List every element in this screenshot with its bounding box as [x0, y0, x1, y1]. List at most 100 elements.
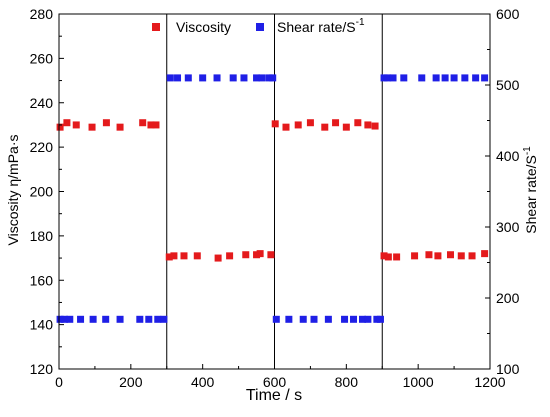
x-tick-label: 400 — [191, 374, 215, 390]
viscosity-point — [63, 119, 71, 127]
viscosity-point — [282, 123, 290, 131]
viscosity-point — [425, 251, 433, 259]
y-axis-label-right-text: Shear rate/S — [523, 155, 539, 234]
viscosity-point — [457, 252, 465, 260]
y-right-tick-label: 200 — [496, 290, 520, 306]
y-right-tick-label: 600 — [496, 6, 520, 22]
legend-marker-shear-rate — [256, 23, 264, 31]
shear-rate-point — [145, 315, 153, 323]
legend: Viscosity Shear rate/S-1 — [152, 17, 365, 35]
shear-rate-point — [272, 315, 280, 323]
shear-rate-point — [400, 74, 408, 82]
shear-rate-point — [373, 315, 381, 323]
x-tick-label: 1000 — [403, 374, 434, 390]
viscosity-point — [152, 121, 160, 129]
y-left-tick-label: 240 — [30, 95, 54, 111]
x-tick-label: 200 — [119, 374, 143, 390]
viscosity-point — [102, 119, 110, 127]
legend-label-shear-rate-sup: -1 — [356, 17, 365, 28]
x-tick-label: 600 — [263, 374, 287, 390]
shear-rate-point — [481, 74, 489, 82]
shear-rate-point — [154, 315, 162, 323]
shear-rate-point — [116, 315, 124, 323]
shear-rate-point — [380, 74, 388, 82]
viscosity-point — [193, 252, 201, 260]
shear-rate-point — [136, 315, 144, 323]
shear-rate-point — [461, 74, 469, 82]
shear-rate-point — [89, 315, 97, 323]
shear-rate-point — [269, 74, 277, 82]
shear-rate-point — [166, 74, 174, 82]
legend-label-viscosity: Viscosity — [176, 19, 231, 35]
y-left-tick-label: 260 — [30, 50, 54, 66]
y-axis-label-right: Shear rate/S-1 — [522, 146, 539, 234]
shear-rate-point — [253, 74, 261, 82]
legend-label-shear-rate-text: Shear rate/S — [277, 19, 356, 35]
viscosity-point — [139, 119, 147, 127]
y-axis-label-right-sup: -1 — [522, 146, 533, 155]
viscosity-point — [306, 119, 314, 127]
shear-rate-point — [265, 74, 273, 82]
viscosity-point — [468, 252, 476, 260]
y-left-tick-label: 200 — [30, 184, 54, 200]
y-left-tick-label: 280 — [30, 6, 54, 22]
viscosity-point — [226, 252, 234, 260]
viscosity-point — [214, 254, 222, 262]
shear-rate-point — [258, 74, 266, 82]
legend-label-shear-rate: Shear rate/S-1 — [277, 17, 365, 35]
y-left-tick-label: 120 — [30, 361, 54, 377]
y-axis-label-left: Viscosity η/mPa·s — [5, 135, 21, 246]
viscosity-point — [342, 123, 350, 131]
viscosity-point — [411, 252, 419, 260]
shear-rate-point — [184, 74, 192, 82]
shear-rate-point — [285, 315, 293, 323]
viscosity-point — [116, 123, 124, 131]
viscosity-point — [380, 252, 388, 260]
viscosity-point — [481, 250, 489, 258]
shear-rate-point — [213, 74, 221, 82]
shear-rate-point — [174, 74, 182, 82]
viscosity-point — [294, 121, 302, 129]
shear-rate-point — [358, 315, 366, 323]
shear-rate-point — [472, 74, 480, 82]
y-left-tick-label: 180 — [30, 228, 54, 244]
shear-rate-point — [384, 74, 392, 82]
viscosity-point — [180, 252, 188, 260]
y-right-tick-label: 300 — [496, 219, 520, 235]
shear-rate-point — [450, 74, 458, 82]
y-left-tick-label: 220 — [30, 139, 54, 155]
viscosity-point — [165, 253, 173, 261]
shear-rate-point — [229, 74, 237, 82]
viscosity-point — [393, 253, 401, 261]
shear-rate-point — [324, 315, 332, 323]
y-right-tick-label: 100 — [496, 361, 520, 377]
viscosity-point — [242, 251, 250, 259]
x-tick-label: 800 — [335, 374, 359, 390]
x-tick-label: 1200 — [474, 374, 505, 390]
x-tick-label: 0 — [55, 374, 63, 390]
viscosity-point — [271, 120, 279, 128]
viscosity-point — [72, 121, 80, 129]
viscosity-point — [321, 123, 329, 131]
shear-rate-point — [350, 315, 358, 323]
x-axis-label: Time / s — [246, 387, 302, 404]
shear-rate-point — [60, 315, 68, 323]
y-right-tick-label: 400 — [496, 148, 520, 164]
viscosity-point — [384, 253, 392, 261]
viscosity-point — [267, 251, 275, 259]
viscosity-point — [332, 119, 340, 127]
y-left-tick-label: 140 — [30, 317, 54, 333]
y-right-tick-label: 500 — [496, 77, 520, 93]
shear-rate-point — [199, 74, 207, 82]
viscosity-point — [434, 252, 442, 260]
viscosity-point — [364, 121, 372, 129]
viscosity-point — [354, 119, 362, 127]
data-points — [56, 74, 489, 323]
shear-rate-point — [299, 315, 307, 323]
phase-boundary-lines — [166, 14, 383, 369]
shear-rate-point — [310, 315, 318, 323]
shear-rate-point — [432, 74, 440, 82]
y-left-tick-label: 160 — [30, 272, 54, 288]
